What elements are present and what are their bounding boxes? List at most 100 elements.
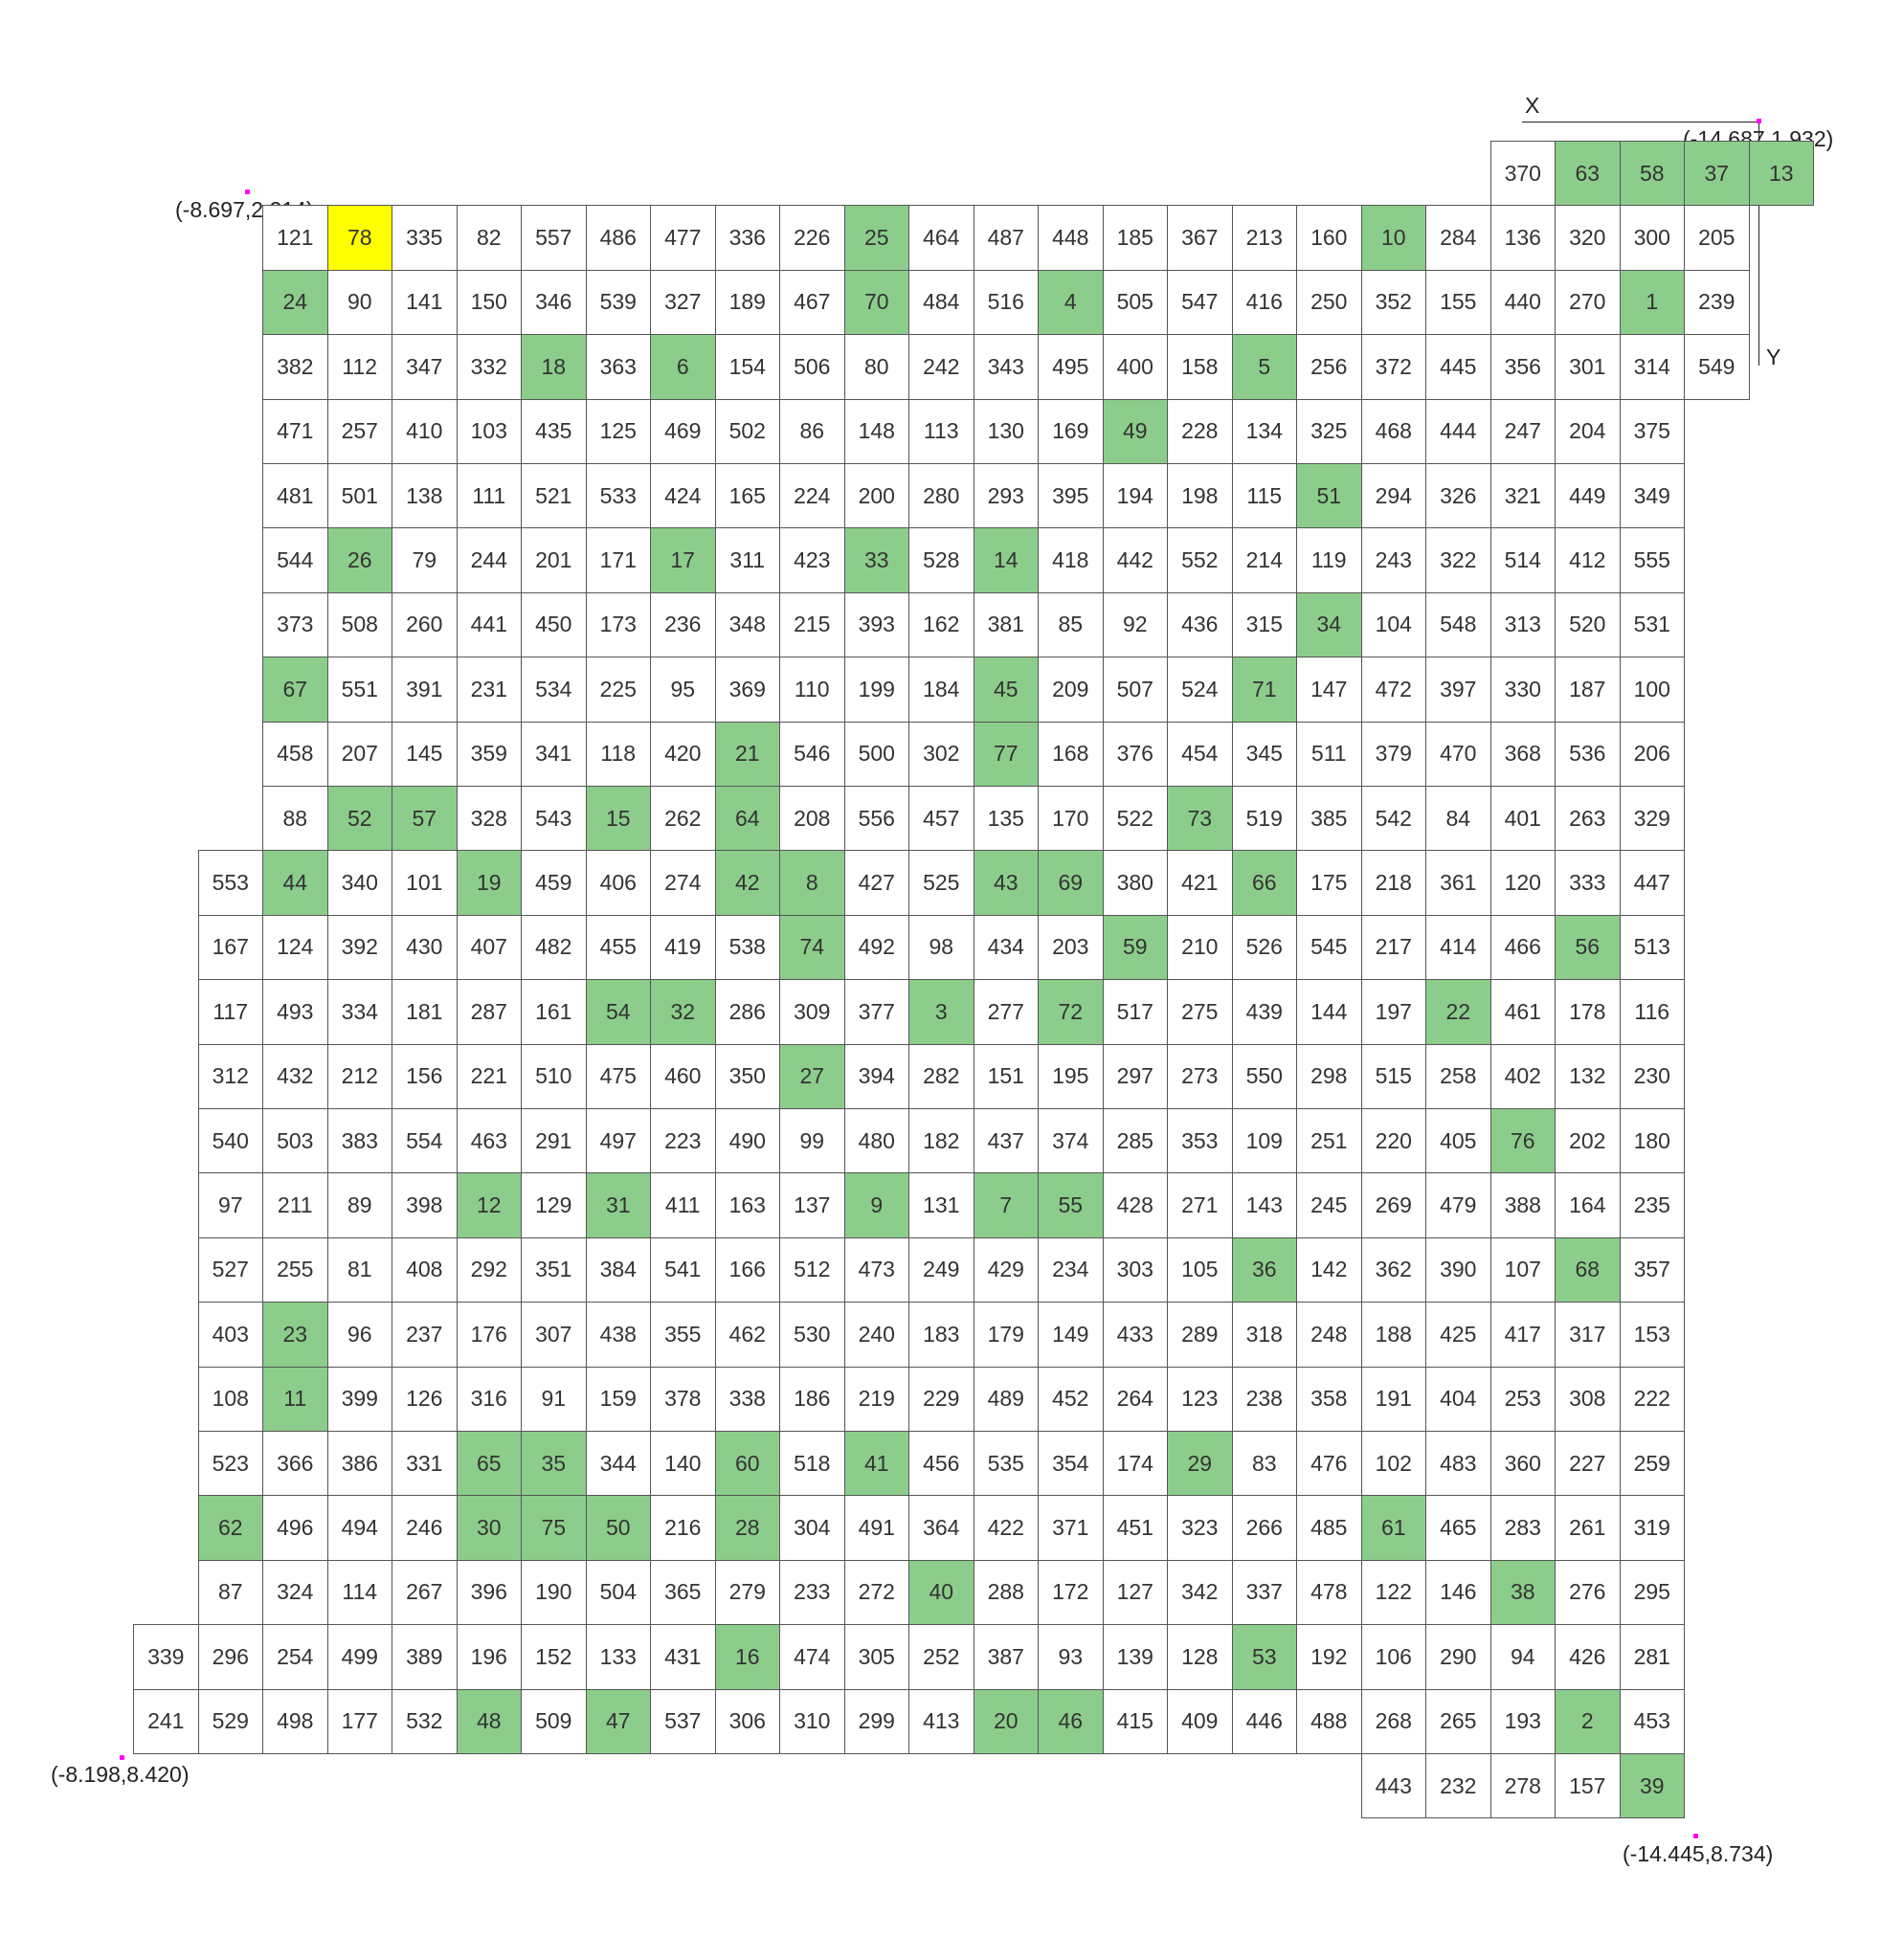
corner-marker-top-left (245, 189, 250, 194)
grid-cell: 465 (1425, 1495, 1491, 1561)
grid-cell: 498 (262, 1688, 328, 1754)
grid-cell: 439 (1231, 979, 1297, 1045)
grid-cell: 336 (714, 205, 780, 271)
grid-cell: 195 (1038, 1043, 1104, 1109)
grid-cell: 480 (843, 1108, 909, 1174)
grid-cell: 230 (1619, 1043, 1685, 1109)
grid-cell: 246 (392, 1495, 458, 1561)
grid-cell: 204 (1555, 398, 1621, 464)
grid-cell: 536 (1555, 721, 1621, 787)
grid-cell: 419 (650, 914, 716, 981)
grid-cell: 379 (1360, 721, 1426, 787)
grid-cell: 131 (908, 1172, 974, 1238)
grid-cell: 18 (521, 334, 587, 400)
grid-cell: 290 (1425, 1624, 1491, 1690)
grid-cell: 301 (1555, 334, 1621, 400)
grid-cell: 356 (1489, 334, 1556, 400)
grid-cell: 323 (1167, 1495, 1233, 1561)
grid-cell: 556 (843, 786, 909, 852)
grid-cell: 446 (1231, 1688, 1297, 1754)
grid-cell: 398 (392, 1172, 458, 1238)
grid-cell: 85 (1038, 591, 1104, 658)
grid-cell: 157 (1555, 1753, 1621, 1819)
grid-cell: 515 (1360, 1043, 1426, 1109)
grid-cell: 115 (1231, 463, 1297, 529)
grid-cell: 394 (843, 1043, 909, 1109)
grid-cell: 219 (843, 1366, 909, 1432)
grid-cell: 420 (650, 721, 716, 787)
grid-cell: 155 (1425, 269, 1491, 336)
grid-cell: 127 (1102, 1559, 1168, 1626)
grid-cell: 525 (908, 850, 974, 916)
grid-cell: 550 (1231, 1043, 1297, 1109)
grid-cell: 110 (779, 657, 845, 723)
grid-cell: 499 (326, 1624, 392, 1690)
grid-cell: 468 (1360, 398, 1426, 464)
grid-cell: 391 (392, 657, 458, 723)
grid-cell: 510 (521, 1043, 587, 1109)
grid-cell: 243 (1360, 527, 1426, 593)
grid-cell: 413 (908, 1688, 974, 1754)
grid-cell: 517 (1102, 979, 1168, 1045)
grid-cell: 203 (1038, 914, 1104, 981)
grid-cell: 28 (714, 1495, 780, 1561)
grid-cell: 266 (1231, 1495, 1297, 1561)
grid-cell: 213 (1231, 205, 1297, 271)
grid-cell: 430 (392, 914, 458, 981)
grid-cell: 139 (1102, 1624, 1168, 1690)
grid-cell: 443 (1360, 1753, 1426, 1819)
grid-cell: 120 (1489, 850, 1556, 916)
grid-cell: 477 (650, 205, 716, 271)
grid-cell: 5 (1231, 334, 1297, 400)
grid-cell: 527 (197, 1236, 263, 1303)
grid-cell: 2 (1555, 1688, 1621, 1754)
grid-cell: 111 (456, 463, 522, 529)
grid-cell: 383 (326, 1108, 392, 1174)
grid-cell: 371 (1038, 1495, 1104, 1561)
grid-cell: 433 (1102, 1302, 1168, 1368)
grid-cell: 237 (392, 1302, 458, 1368)
grid-cell: 493 (262, 979, 328, 1045)
grid-cell: 222 (1619, 1366, 1685, 1432)
y-axis-line (1758, 122, 1759, 366)
grid-cell: 428 (1102, 1172, 1168, 1238)
grid-cell: 144 (1296, 979, 1362, 1045)
grid-cell: 220 (1360, 1108, 1426, 1174)
grid-cell: 518 (779, 1431, 845, 1497)
grid-cell: 64 (714, 786, 780, 852)
grid-cell: 80 (843, 334, 909, 400)
grid-cell: 129 (521, 1172, 587, 1238)
y-axis-label: Y (1766, 345, 1781, 369)
grid-cell: 369 (714, 657, 780, 723)
grid-cell: 123 (1167, 1366, 1233, 1432)
grid-cell: 509 (521, 1688, 587, 1754)
grid-cell: 404 (1425, 1366, 1491, 1432)
grid-cell: 297 (1102, 1043, 1168, 1109)
grid-cell: 250 (1296, 269, 1362, 336)
grid-cell: 210 (1167, 914, 1233, 981)
grid-cell: 1 (1619, 269, 1685, 336)
grid-cell: 196 (456, 1624, 522, 1690)
grid-cell: 192 (1296, 1624, 1362, 1690)
grid-cell: 547 (1167, 269, 1233, 336)
grid-cell: 122 (1360, 1559, 1426, 1626)
grid-cell: 470 (1425, 721, 1491, 787)
grid-cell: 13 (1748, 141, 1814, 207)
grid-cell: 82 (456, 205, 522, 271)
grid-cell: 507 (1102, 657, 1168, 723)
grid-cell: 403 (197, 1302, 263, 1368)
grid-cell: 409 (1167, 1688, 1233, 1754)
grid-cell: 441 (456, 591, 522, 658)
grid-cell: 410 (392, 398, 458, 464)
grid-cell: 52 (326, 786, 392, 852)
grid-cell: 277 (973, 979, 1039, 1045)
grid-cell: 342 (1167, 1559, 1233, 1626)
grid-cell: 516 (973, 269, 1039, 336)
grid-cell: 415 (1102, 1688, 1168, 1754)
grid-cell: 284 (1425, 205, 1491, 271)
grid-cell: 396 (456, 1559, 522, 1626)
grid-cell: 463 (456, 1108, 522, 1174)
grid-cell: 44 (262, 850, 328, 916)
grid-cell: 199 (843, 657, 909, 723)
grid-cell: 151 (973, 1043, 1039, 1109)
